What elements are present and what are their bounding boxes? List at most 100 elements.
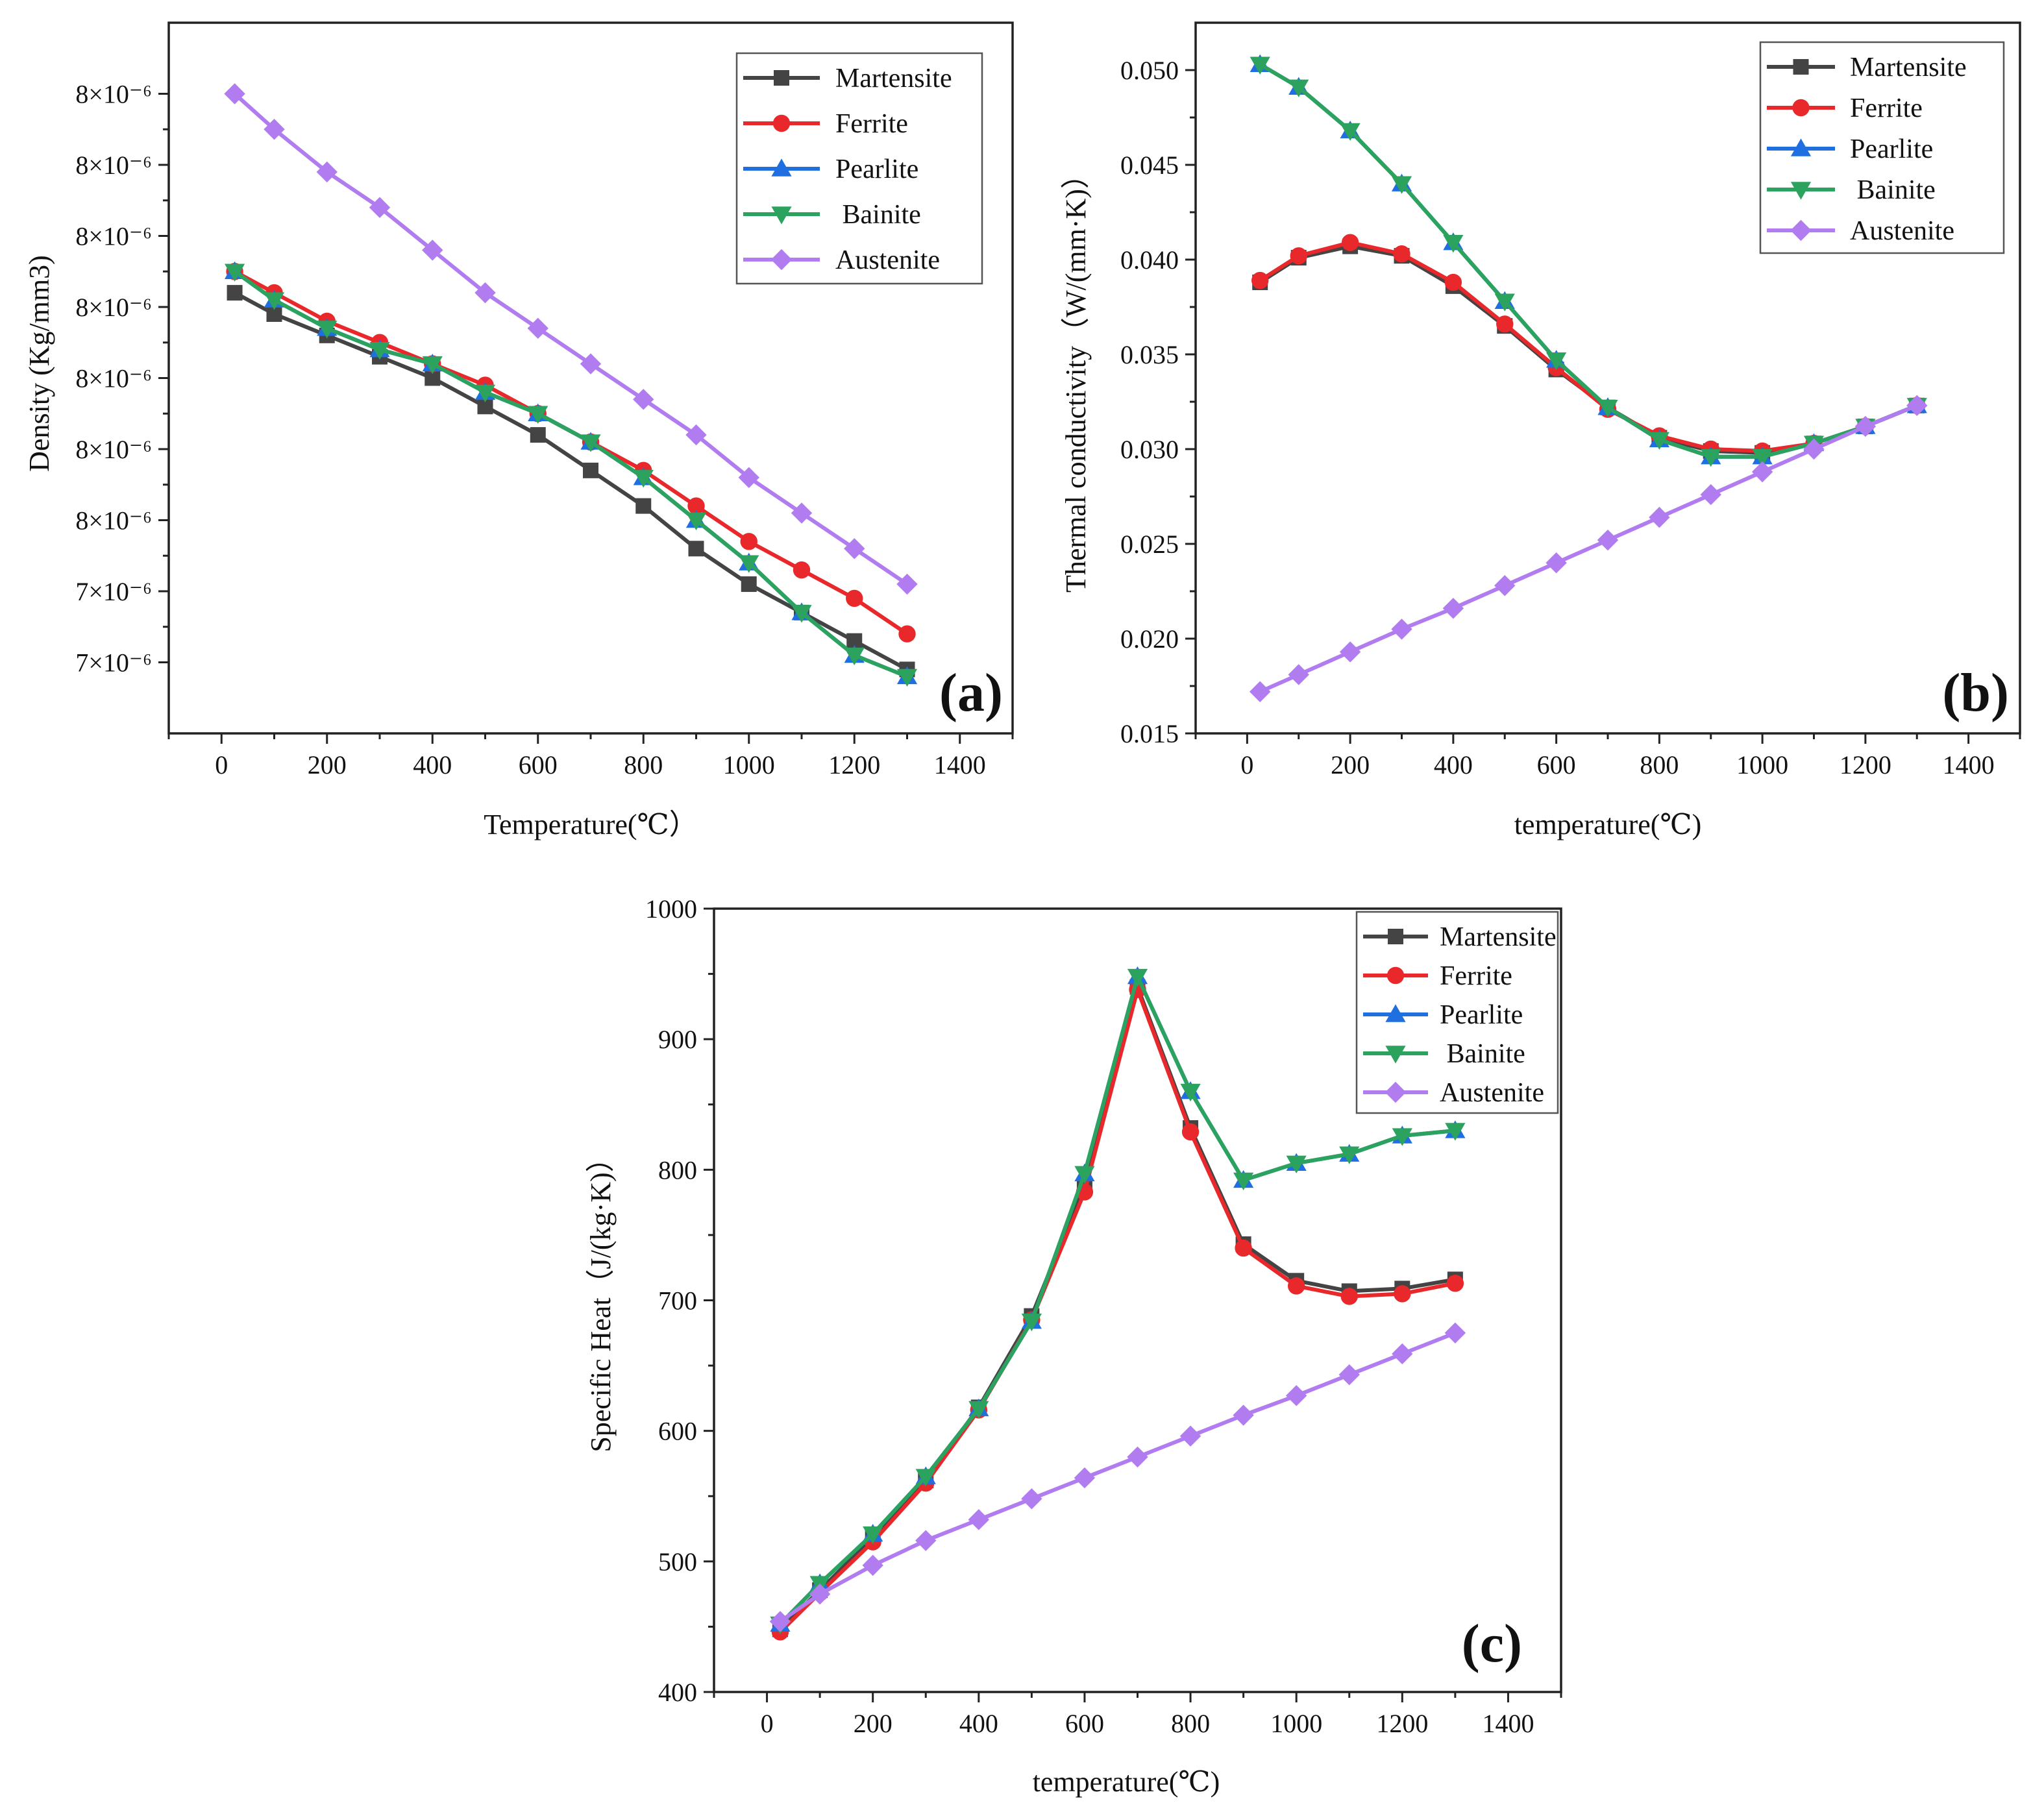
legend-marker <box>1790 182 1812 200</box>
legend-marker <box>1792 99 1810 117</box>
series-line-austenite <box>1259 404 1918 694</box>
data-point-austenite <box>1854 415 1877 437</box>
y-tick-label: 8×10⁻⁶ <box>75 80 152 109</box>
data-point-austenite <box>1250 681 1271 702</box>
x-tick-label: 800 <box>624 750 663 779</box>
panel-label: (c) <box>1462 1613 1522 1674</box>
legend-marker <box>774 70 789 86</box>
data-point-austenite <box>862 1554 883 1576</box>
x-tick-label: 1200 <box>828 750 880 779</box>
data-point-austenite <box>1127 1446 1148 1468</box>
data-point-austenite <box>1906 395 1928 417</box>
data-point-bainite <box>1445 1123 1466 1141</box>
legend-label: Pearlite <box>1850 134 1933 164</box>
data-point-martensite <box>227 285 243 301</box>
series-line-bainite <box>778 974 1456 1626</box>
data-point-bainite <box>369 342 390 360</box>
legend-marker <box>771 206 792 225</box>
legend-label: Austenite <box>835 245 940 275</box>
data-point-ferrite <box>1181 1123 1200 1141</box>
data-point-bainite <box>580 434 601 452</box>
data-point-austenite <box>1751 461 1773 483</box>
legend-label: Bainite <box>1850 175 1936 205</box>
x-tick-label: 1000 <box>1736 750 1788 779</box>
series-line-austenite <box>233 92 909 586</box>
data-point-bainite <box>474 384 496 402</box>
legend-items: Martensite Ferrite Pearlite Bainite Austeni… <box>743 64 952 275</box>
x-tick-label: 200 <box>854 1709 893 1738</box>
data-point-austenite <box>474 282 496 304</box>
data-point-bainite <box>915 1469 936 1487</box>
data-point-bainite <box>1250 56 1270 75</box>
data-point-martensite <box>635 498 652 514</box>
legend-marker <box>772 114 791 132</box>
data-point-bainite <box>264 292 285 310</box>
data-point-austenite <box>1392 1343 1413 1365</box>
data-point-austenite <box>1285 1385 1307 1406</box>
data-point-ferrite <box>1340 1288 1358 1305</box>
x-tick-label: 400 <box>1434 750 1473 779</box>
legend-label: Austenite <box>1850 216 1954 246</box>
legend-label: Martensite <box>835 64 952 93</box>
x-tick-label: 1400 <box>1482 1709 1534 1738</box>
data-point-austenite <box>580 353 602 374</box>
data-point-bainite <box>685 512 707 531</box>
data-point-austenite <box>422 239 443 261</box>
data-point-austenite <box>1288 664 1309 685</box>
x-tick-label: 200 <box>308 750 347 779</box>
data-point-austenite <box>1494 575 1516 596</box>
data-point-bainite <box>1494 293 1515 312</box>
y-tick-label: 600 <box>658 1417 697 1446</box>
data-point-bainite <box>968 1401 989 1419</box>
data-point-austenite <box>1339 641 1361 663</box>
data-point-austenite <box>915 1530 937 1551</box>
y-tick-label: 8×10⁻⁶ <box>75 222 152 251</box>
data-point-austenite <box>685 424 707 446</box>
data-point-austenite <box>809 1583 831 1605</box>
x-tick-label: 1200 <box>1840 750 1891 779</box>
series-line-bainite <box>233 269 908 679</box>
data-point-austenite <box>633 389 654 410</box>
legend-label: Ferrite <box>1440 961 1512 991</box>
data-point-martensite <box>530 427 546 443</box>
data-point-martensite <box>688 541 704 557</box>
data-point-austenite <box>1391 619 1412 640</box>
y-axis-title: Specific Heat（J/(kg·K)） <box>585 1144 617 1452</box>
data-point-bainite <box>317 321 338 339</box>
data-point-bainite <box>1392 1128 1412 1146</box>
data-point-austenite <box>769 1611 791 1632</box>
axis-ticks: 0 200 400 600 800 1000 1200 1400 400 500 600 700 800… <box>645 894 1562 1738</box>
y-tick-label: 8×10⁻⁶ <box>75 435 152 464</box>
data-point-austenite <box>369 197 391 218</box>
series-group <box>1250 54 1928 702</box>
x-tick-label: 200 <box>1331 750 1370 779</box>
y-tick-label: 900 <box>658 1025 697 1054</box>
x-tick-label: 600 <box>1065 1709 1104 1738</box>
data-point-ferrite <box>1290 247 1307 265</box>
data-point-austenite <box>1442 598 1464 619</box>
legend-marker <box>1386 966 1405 985</box>
data-point-bainite <box>1021 1313 1042 1332</box>
series-line-ferrite <box>234 269 909 636</box>
data-point-bainite <box>844 647 865 666</box>
legend-items: Martensite Ferrite Pearlite Bainite Austeni… <box>1363 922 1557 1108</box>
axis-ticks: 0 200 400 600 800 1000 1200 1400 0.015 0.020 0.025… <box>1120 56 2021 779</box>
data-point-bainite <box>1288 79 1309 97</box>
y-tick-label: 0.015 <box>1120 719 1179 748</box>
y-tick-label: 8×10⁻⁶ <box>75 364 152 393</box>
y-tick-label: 0.045 <box>1120 151 1179 180</box>
legend-marker <box>1790 219 1812 241</box>
legend-label: Ferrite <box>1850 93 1923 123</box>
y-tick-label: 7×10⁻⁶ <box>75 648 152 678</box>
series-group <box>769 966 1466 1641</box>
data-point-austenite <box>224 83 245 104</box>
data-point-ferrite <box>793 561 811 579</box>
data-point-austenite <box>1444 1322 1466 1343</box>
x-tick-label: 0 <box>761 1709 774 1738</box>
y-tick-label: 7×10⁻⁶ <box>75 577 152 606</box>
x-tick-label: 0 <box>215 750 228 779</box>
data-point-austenite <box>738 467 759 488</box>
y-tick-label: 400 <box>658 1678 697 1707</box>
data-point-ferrite <box>1235 1239 1252 1257</box>
